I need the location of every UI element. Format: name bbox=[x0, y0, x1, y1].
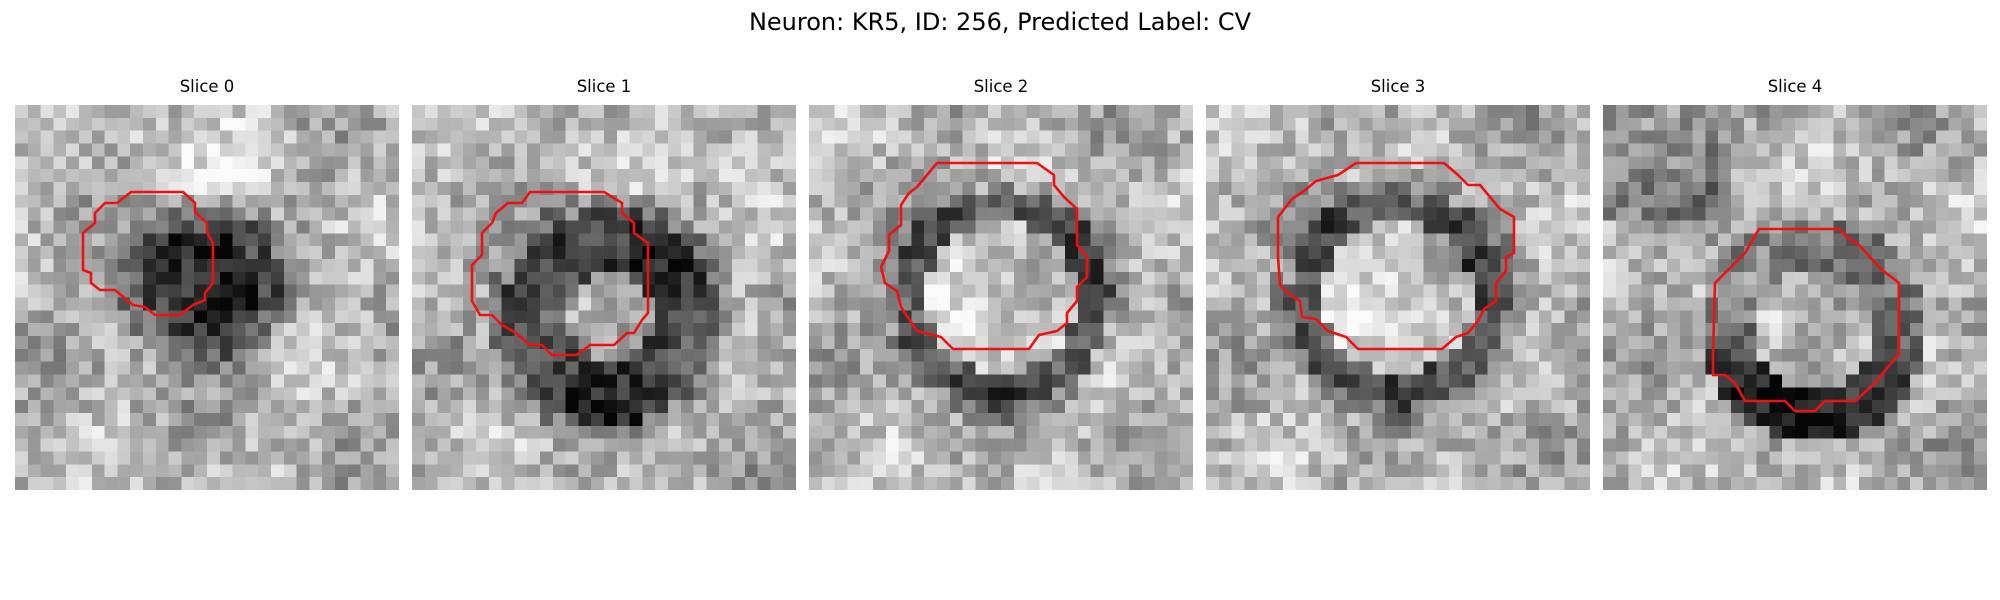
slice-panel-3: Slice 3 bbox=[1206, 77, 1590, 490]
slice-image bbox=[412, 105, 796, 490]
roi-contour bbox=[470, 190, 650, 357]
slice-image bbox=[15, 105, 399, 490]
slice-title: Slice 0 bbox=[179, 77, 235, 96]
slice-panel-4: Slice 4 bbox=[1603, 77, 1987, 490]
slice-image bbox=[1206, 105, 1590, 490]
roi-contour-overlay bbox=[879, 161, 1089, 351]
slice-title: Slice 2 bbox=[973, 77, 1029, 96]
slice-panel-2: Slice 2 bbox=[809, 77, 1193, 490]
slice-image bbox=[809, 105, 1193, 490]
slice-title: Slice 3 bbox=[1370, 77, 1426, 96]
roi-contour bbox=[1711, 227, 1901, 413]
figure-title: Neuron: KR5, ID: 256, Predicted Label: C… bbox=[748, 8, 1252, 36]
slice-title: Slice 1 bbox=[576, 77, 632, 96]
roi-contour bbox=[879, 161, 1089, 351]
roi-contour-overlay bbox=[1711, 227, 1901, 413]
slice-panel-0: Slice 0 bbox=[15, 77, 399, 490]
roi-contour-overlay bbox=[1276, 161, 1516, 351]
roi-contour-overlay bbox=[81, 190, 215, 317]
roi-contour bbox=[1276, 161, 1516, 351]
roi-contour bbox=[81, 190, 215, 317]
roi-contour-overlay bbox=[470, 190, 650, 357]
slice-title: Slice 4 bbox=[1767, 77, 1823, 96]
slice-panel-1: Slice 1 bbox=[412, 77, 796, 490]
slice-image bbox=[1603, 105, 1987, 490]
